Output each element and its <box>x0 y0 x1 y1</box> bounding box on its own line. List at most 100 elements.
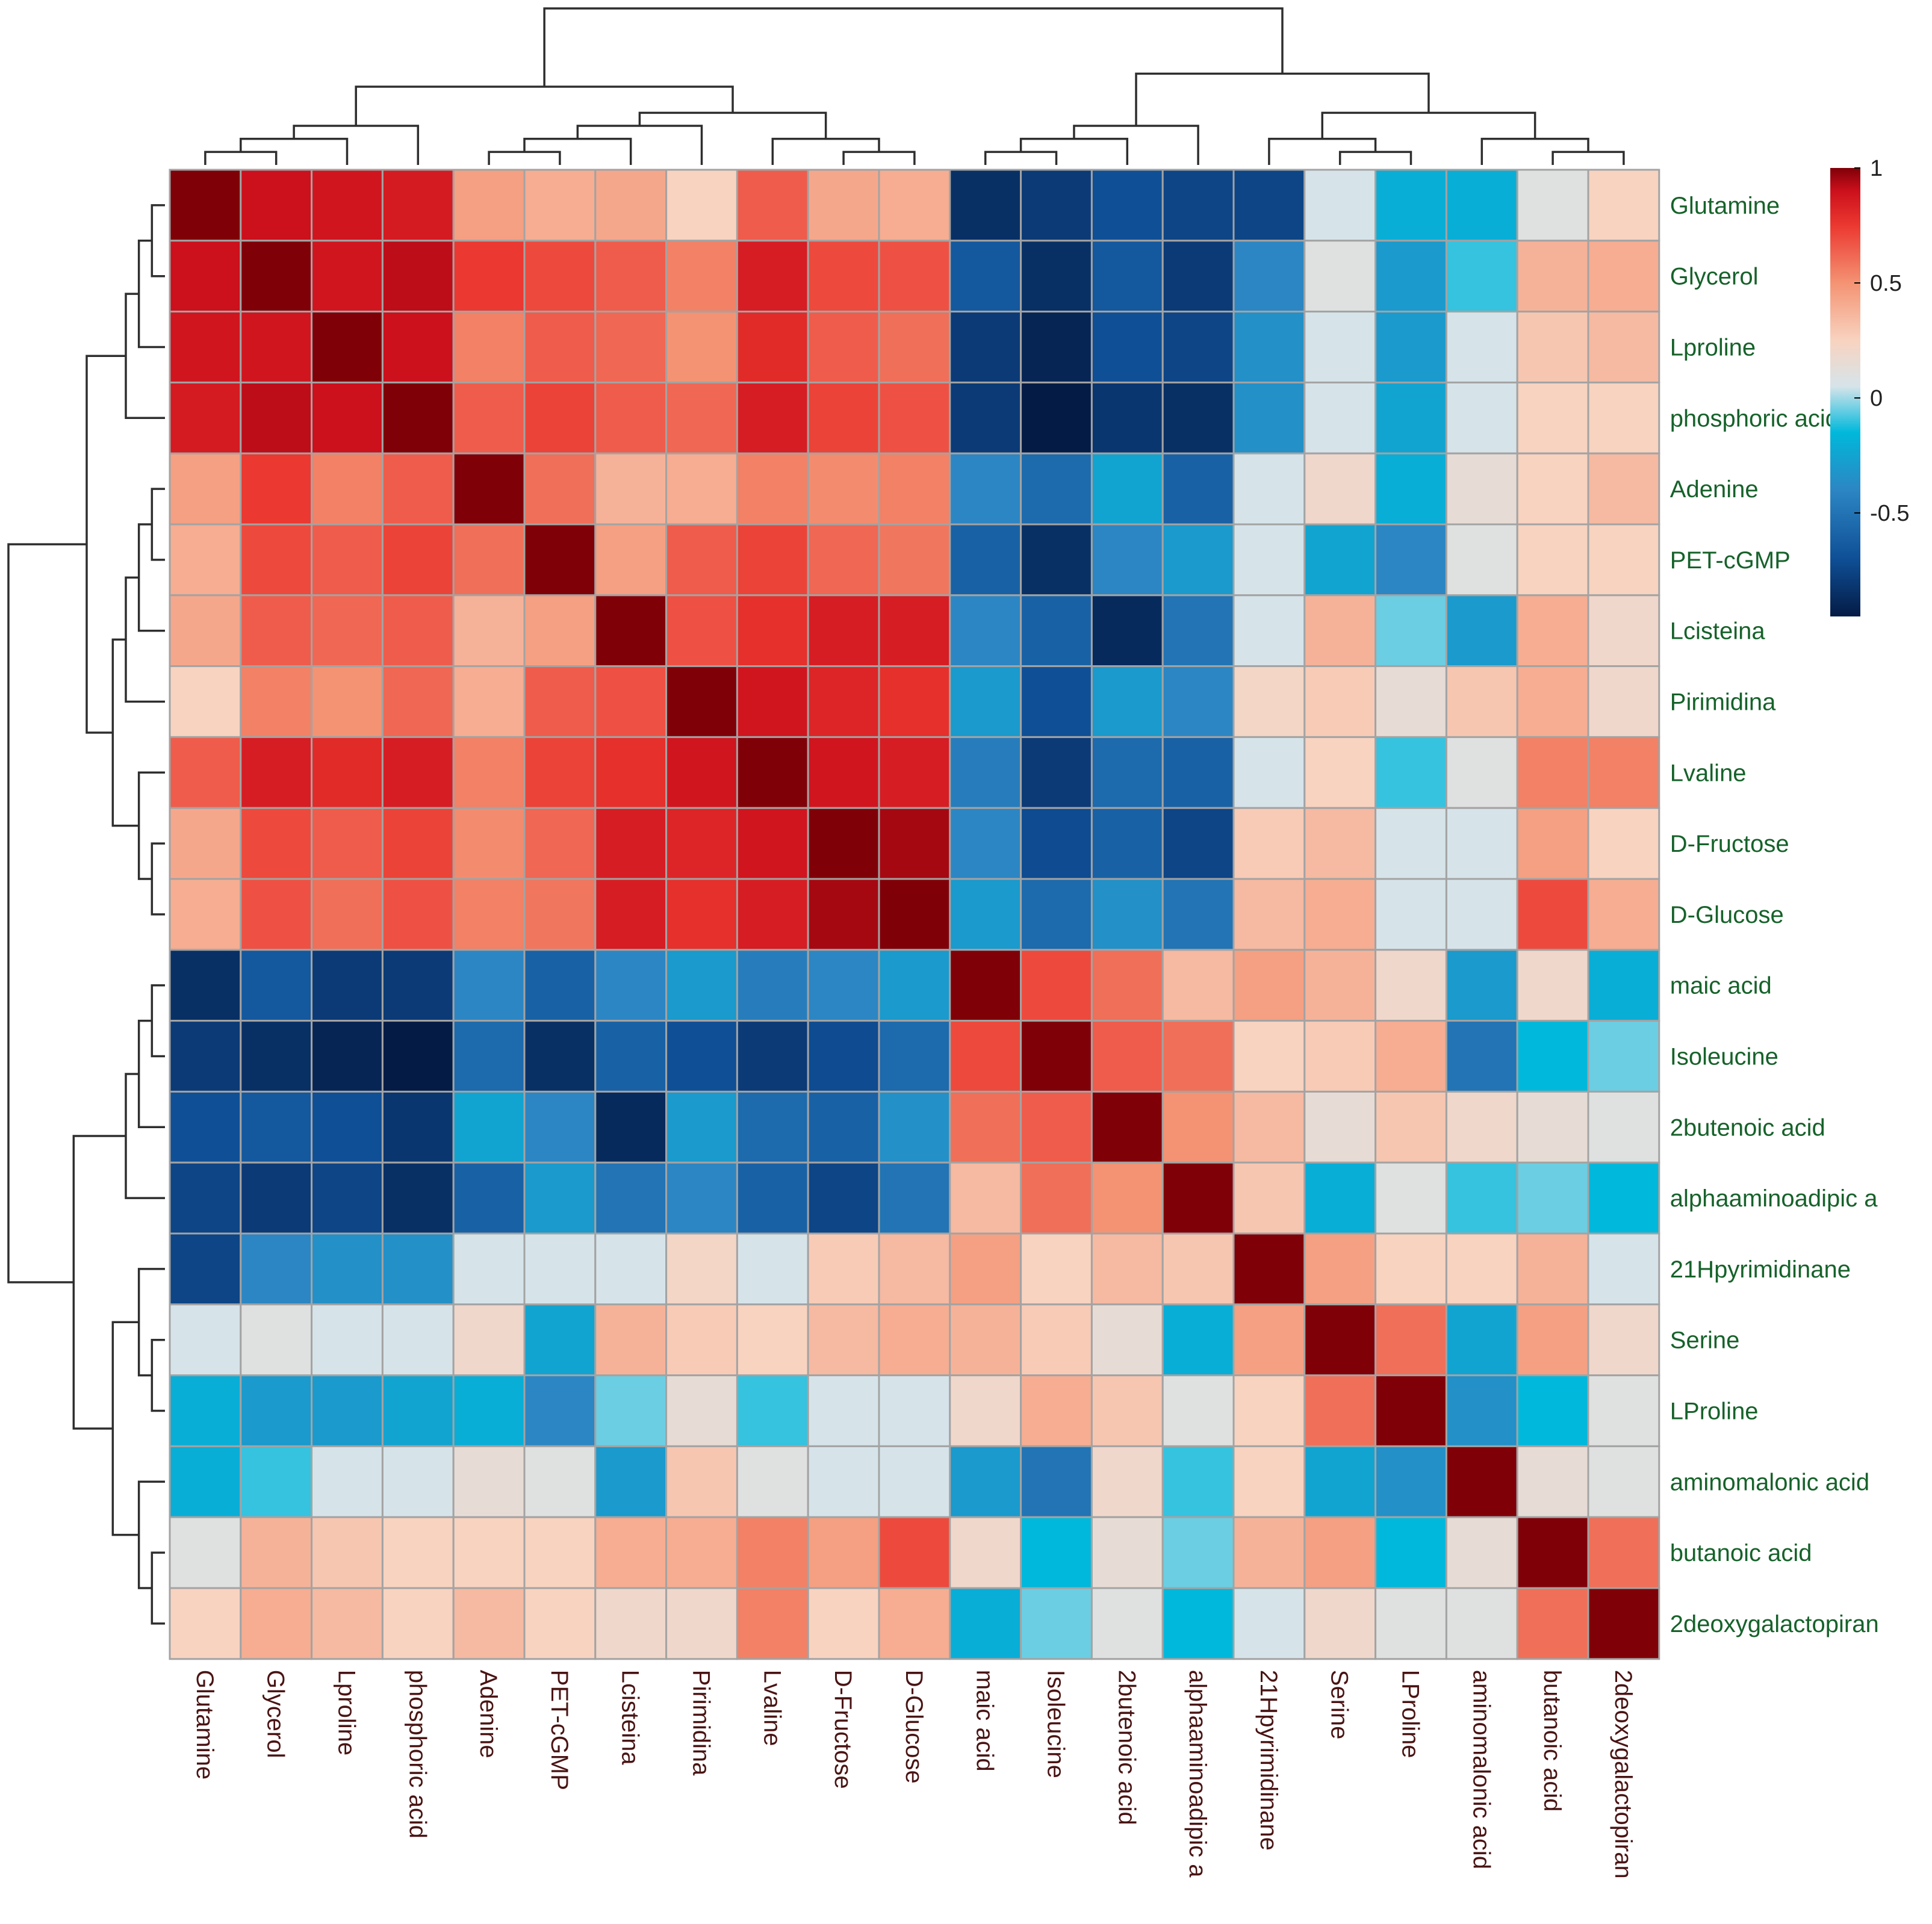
dendrogram-branch <box>151 984 165 1058</box>
dendrogram-branch <box>85 355 126 734</box>
column-label: Lvaline <box>759 1670 785 1746</box>
heatmap-cell <box>1303 1303 1377 1377</box>
row-label: PET-cGMP <box>1670 547 1791 574</box>
heatmap-cell <box>1587 523 1660 597</box>
heatmap-cell <box>736 1445 809 1518</box>
heatmap-cell <box>1090 949 1164 1022</box>
heatmap-cell <box>311 1090 384 1164</box>
heatmap-cell <box>523 949 597 1022</box>
heatmap-cell <box>169 878 242 951</box>
heatmap-cell <box>1090 1020 1164 1093</box>
heatmap-cell <box>665 1516 738 1589</box>
heatmap-cell <box>1374 1161 1447 1235</box>
heatmap-cell <box>169 523 242 597</box>
heatmap-cell <box>1161 523 1235 597</box>
heatmap-cell <box>381 949 455 1022</box>
heatmap-cell <box>807 1303 880 1377</box>
heatmap-cell <box>1445 523 1518 597</box>
row-label: butanoic acid <box>1670 1540 1812 1566</box>
heatmap-cell <box>1232 523 1306 597</box>
heatmap-cell <box>311 1020 384 1093</box>
heatmap-cell <box>594 949 668 1022</box>
heatmap-cell <box>1516 1020 1589 1093</box>
heatmap-cell <box>878 665 951 738</box>
heatmap-cell <box>1090 311 1164 383</box>
heatmap-cell <box>736 311 809 383</box>
heatmap-cell <box>1161 665 1235 738</box>
heatmap-cell <box>169 1587 242 1660</box>
heatmap-cell <box>594 1090 668 1164</box>
row-label: Adenine <box>1670 476 1759 503</box>
heatmap-cell <box>1090 807 1164 880</box>
heatmap-cell <box>1303 1587 1377 1660</box>
legend-colorbar <box>1830 168 1860 616</box>
heatmap-cell <box>1161 1516 1235 1589</box>
heatmap-cell <box>736 807 809 880</box>
heatmap-cell <box>452 1090 526 1164</box>
heatmap-cell <box>311 1445 384 1518</box>
heatmap-cell <box>1020 1587 1093 1660</box>
heatmap-cell <box>1232 1516 1306 1589</box>
heatmap-cell <box>1587 169 1660 242</box>
heatmap-cell <box>807 240 880 313</box>
heatmap-cell <box>1232 240 1306 313</box>
heatmap-cell <box>1161 878 1235 951</box>
heatmap-cell <box>665 1161 738 1235</box>
row-label: Glutamine <box>1670 193 1780 219</box>
heatmap-cell <box>1587 240 1660 313</box>
heatmap-cell <box>452 665 526 738</box>
heatmap-cell <box>807 1445 880 1518</box>
heatmap-cell <box>949 1020 1022 1093</box>
heatmap-cell <box>594 807 668 880</box>
heatmap-cell <box>736 1232 809 1306</box>
heatmap-cell <box>1090 169 1164 242</box>
heatmap-cell <box>1516 1232 1589 1306</box>
heatmap-cell <box>949 1161 1022 1235</box>
heatmap-cell <box>1303 594 1377 668</box>
heatmap-cell <box>1020 311 1093 383</box>
legend-tick-label: 1 <box>1870 156 1883 181</box>
heatmap-cell <box>240 1303 313 1377</box>
heatmap-cell <box>240 1232 313 1306</box>
heatmap-cell <box>311 169 384 242</box>
heatmap-cell <box>1020 169 1093 242</box>
heatmap-cell <box>1445 381 1518 455</box>
heatmap-cell <box>381 381 455 455</box>
column-label: butanoic acid <box>1539 1670 1565 1812</box>
heatmap-cell <box>1303 311 1377 383</box>
dendrogram-branch <box>543 7 1284 87</box>
heatmap-cell <box>1090 736 1164 809</box>
heatmap-cell <box>1303 1232 1377 1306</box>
row-label: Lproline <box>1670 335 1756 361</box>
heatmap-cell <box>523 1020 597 1093</box>
heatmap-cell <box>736 169 809 242</box>
heatmap-cell <box>1516 949 1589 1022</box>
heatmap-cell <box>594 1516 668 1589</box>
heatmap-cell <box>1374 1232 1447 1306</box>
heatmap-cell <box>878 807 951 880</box>
heatmap-cell <box>1374 1303 1447 1377</box>
heatmap-cell <box>1374 240 1447 313</box>
heatmap-cell <box>381 1020 455 1093</box>
row-label: phosphoric acid <box>1670 405 1839 432</box>
heatmap-cell <box>807 878 880 951</box>
heatmap-cell <box>523 665 597 738</box>
heatmap-cell <box>452 1587 526 1660</box>
heatmap-cell <box>878 1374 951 1447</box>
heatmap-cell <box>311 878 384 951</box>
heatmap-cell <box>523 240 597 313</box>
heatmap-cell <box>1303 452 1377 526</box>
column-label: Lcisteina <box>617 1670 644 1766</box>
heatmap-cell <box>665 452 738 526</box>
dendrogram-branch <box>151 1551 165 1625</box>
column-label: 2butenoic acid <box>1113 1670 1140 1825</box>
heatmap-cell <box>452 1232 526 1306</box>
heatmap-cell <box>594 240 668 313</box>
heatmap-cell <box>1516 169 1589 242</box>
heatmap-cell <box>381 594 455 668</box>
heatmap-cell <box>452 1020 526 1093</box>
heatmap-cell <box>523 1445 597 1518</box>
heatmap-cell <box>452 949 526 1022</box>
heatmap-cell <box>523 1232 597 1306</box>
heatmap-cell <box>1374 311 1447 383</box>
